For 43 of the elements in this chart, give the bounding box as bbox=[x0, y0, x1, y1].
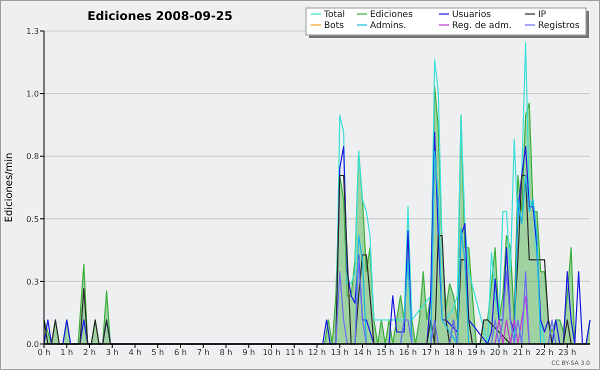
y-tick-label: 0.3 bbox=[26, 277, 39, 286]
y-tick-label: 1.3 bbox=[26, 27, 39, 36]
legend-label: Registros bbox=[538, 21, 580, 31]
x-tick-label: 21 h bbox=[512, 348, 531, 357]
legend-label: Total bbox=[323, 10, 346, 20]
x-tick-label: 1 h bbox=[60, 348, 74, 357]
x-tick-label: 6 h bbox=[174, 348, 187, 357]
line-series bbox=[354, 150, 542, 345]
x-tick-label: 7 h bbox=[196, 348, 210, 357]
x-tick-label: 17 h bbox=[422, 348, 440, 357]
y-tick-label: 0.0 bbox=[26, 340, 39, 349]
y-axis-title: Ediciones/min bbox=[4, 152, 15, 222]
legend-label: Admins. bbox=[370, 21, 406, 31]
x-tick-label: 8 h bbox=[220, 348, 232, 357]
y-tick-label: 0.5 bbox=[26, 214, 39, 224]
chart-title: Ediciones 2008-09-25 bbox=[87, 9, 233, 23]
y-tick-label: 0.8 bbox=[26, 152, 39, 162]
legend-label: Bots bbox=[324, 21, 344, 31]
legend-label: Reg. de adm. bbox=[452, 21, 512, 31]
x-tick-label: 22 h bbox=[536, 348, 554, 357]
x-tick-label: 23 h bbox=[558, 348, 576, 357]
line-series bbox=[335, 42, 546, 345]
y-tick-label: 1.0 bbox=[26, 90, 39, 99]
legend-label: Usuarios bbox=[452, 10, 492, 20]
x-tick-label: 4 h bbox=[128, 348, 142, 357]
legend-label: IP bbox=[538, 10, 547, 20]
x-tick-label: 11 h bbox=[285, 348, 304, 357]
x-tick-label: 20 h bbox=[490, 348, 508, 357]
x-tick-label: 9 h bbox=[242, 348, 256, 357]
x-tick-label: 10 h bbox=[262, 348, 280, 357]
x-tick-label: 12 h bbox=[308, 348, 326, 357]
x-tick-label: 2 h bbox=[83, 348, 96, 357]
legend-label: Ediciones bbox=[370, 10, 414, 20]
x-tick-label: 0 h bbox=[38, 348, 50, 357]
x-tick-label: 14 h bbox=[354, 348, 372, 357]
x-tick-label: 13 h bbox=[330, 348, 349, 357]
x-tick-label: 5 h bbox=[151, 348, 164, 357]
x-tick-label: 3 h bbox=[106, 348, 119, 357]
line-series bbox=[335, 259, 556, 345]
x-tick-label: 16 h bbox=[399, 348, 417, 357]
x-tick-label: 18 h bbox=[444, 348, 462, 357]
x-tick-label: 19 h bbox=[467, 348, 486, 357]
x-tick-label: 15 h bbox=[376, 348, 394, 357]
